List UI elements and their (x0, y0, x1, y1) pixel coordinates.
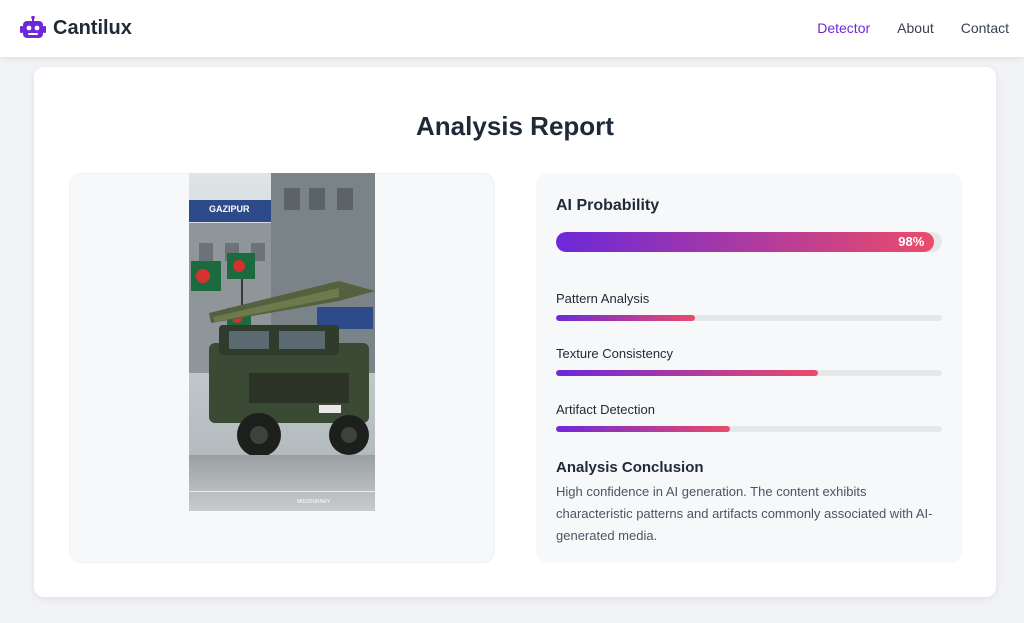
conclusion-text: High confidence in AI generation. The co… (556, 484, 933, 543)
ai-probability-value: 98% (898, 234, 925, 249)
stats-panel: AI Probability 98% Pattern Analysis Text… (536, 173, 962, 563)
image-sign-text: GAZIPUR (209, 204, 250, 214)
analyzed-image: GAZIPUR (189, 173, 375, 511)
metric-texture-consistency: Texture Consistency (556, 346, 942, 376)
ai-probability-bar: 98% (556, 232, 942, 252)
image-panel: GAZIPUR (69, 173, 495, 563)
metric-fill (556, 315, 695, 321)
metric-label: Artifact Detection (556, 402, 655, 417)
metric-artifact-detection: Artifact Detection (556, 402, 942, 432)
robot-icon (20, 16, 46, 38)
conclusion-title: Analysis Conclusion (556, 459, 704, 476)
nav-link-about[interactable]: About (897, 20, 934, 36)
nav-links: Detector About Contact (817, 20, 1009, 36)
page-title: Analysis Report (416, 111, 614, 141)
metric-bar (556, 315, 942, 321)
metric-pattern-analysis: Pattern Analysis (556, 291, 942, 321)
metric-bar (556, 426, 942, 432)
ai-probability-fill: 98% (556, 232, 935, 252)
brand-logo-link[interactable]: Cantilux (20, 16, 132, 40)
navbar: Cantilux Detector About Contact (0, 0, 1024, 57)
metric-bar (556, 370, 942, 376)
metric-label: Pattern Analysis (556, 291, 650, 306)
metric-label: Texture Consistency (556, 346, 674, 361)
brand-name: Cantilux (53, 16, 132, 39)
report-card: Analysis Report (34, 67, 996, 597)
metric-fill (556, 370, 819, 376)
nav-link-contact[interactable]: Contact (960, 20, 1009, 36)
image-watermark: MIDJOURNEY (297, 499, 331, 505)
nav-link-detector[interactable]: Detector (817, 20, 871, 36)
metric-fill (556, 426, 730, 432)
ai-probability-label: AI Probability (556, 197, 660, 214)
